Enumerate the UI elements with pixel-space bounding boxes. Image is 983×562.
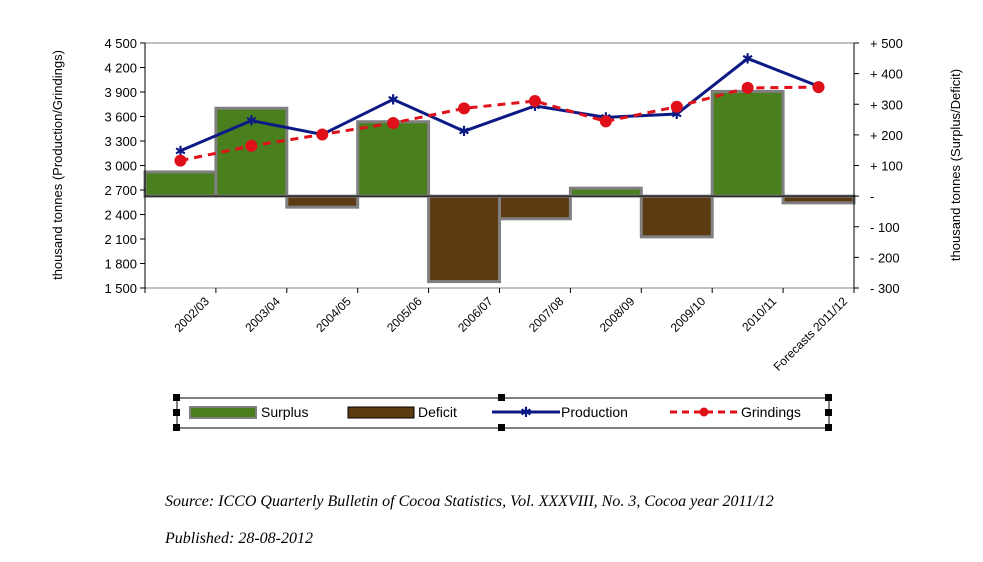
production-point: ✱ [175,143,187,159]
legend-handle[interactable] [498,394,505,401]
grindings-point [812,81,825,94]
legend-label-grindings: Grindings [741,404,801,420]
left-axis: 4 500 4 200 3 900 3 600 3 300 3 000 2 700 2 400… [104,36,146,296]
line-series: ✱✱✱✱✱✱✱✱✱✱ [174,51,825,167]
legend-label-surplus: Surplus [261,404,308,420]
right-tick-label: - 100 [870,220,900,235]
category-label: 2002/03 [171,294,212,335]
published-note: Published: 28-08-2012 [165,530,313,547]
grindings-point [458,102,471,115]
left-tick-label: 2 400 [104,208,137,223]
category-label: 2007/08 [526,294,567,335]
left-tick-label: 1 500 [104,281,137,296]
right-tick-label: + 300 [870,97,903,112]
right-tick-label: + 500 [870,36,903,51]
category-label: 2010/11 [739,294,779,334]
right-tick-label: - [870,189,874,204]
left-tick-label: 3 600 [104,110,137,125]
left-axis-title: thousand tonnes (Production/Grindings) [50,50,65,280]
legend-label-deficit: Deficit [418,404,457,420]
surplus-bar [143,170,218,198]
left-tick-label: 3 300 [104,134,137,149]
left-tick-label: 3 000 [104,159,137,174]
right-axis: + 500 + 400 + 300 + 200 + 100 - - 100 - 200 - 30… [853,36,903,296]
left-tick-label: 4 500 [104,36,137,51]
legend-handle[interactable] [173,409,180,416]
production-line [179,56,820,153]
legend-handle[interactable] [173,394,180,401]
legend-handle[interactable] [825,424,832,431]
grindings-point [528,94,541,107]
category-label: 2009/10 [668,294,709,335]
grindings-point [387,117,400,130]
right-tick-label: - 300 [870,281,900,296]
deficit-bar [427,194,502,284]
legend-handle[interactable] [825,409,832,416]
left-tick-label: 3 900 [104,85,137,100]
grindings-point [670,100,683,113]
legend: Surplus Deficit ✱ Production Grindings [173,394,832,431]
legend-handle[interactable] [498,424,505,431]
legend-handle[interactable] [173,424,180,431]
legend-marker-production: ✱ [520,404,532,420]
surplus-bar [710,89,785,198]
grindings-point [245,139,258,152]
right-tick-label: - 200 [870,250,900,265]
production-point: ✱ [387,91,399,107]
deficit-bar [639,194,714,239]
category-label: 2004/05 [313,294,354,335]
legend-handle[interactable] [825,394,832,401]
left-tick-label: 2 100 [104,232,137,247]
right-tick-label: + 200 [870,128,903,143]
right-tick-label: + 400 [870,67,903,82]
surplus-bar [568,186,643,198]
legend-label-production: Production [561,404,628,420]
category-label: 2008/09 [597,294,638,335]
deficit-bar [498,194,572,221]
deficit-bar [285,194,360,209]
production-point: ✱ [458,123,470,139]
grindings-point [599,115,612,128]
left-tick-label: 1 800 [104,257,137,272]
production-point: ✱ [742,51,754,67]
grindings-point [316,128,329,141]
source-note: Source: ICCO Quarterly Bulletin of Cocoa… [165,493,774,510]
grindings-point [174,154,187,167]
right-axis-title: thousand tonnes (Surplus/Deficit) [948,69,963,261]
left-tick-label: 2 700 [104,183,137,198]
surplus-bar [356,120,431,198]
legend-swatch-deficit [347,406,415,419]
grindings-point [741,81,754,94]
production-point: ✱ [671,106,683,122]
category-label: 2003/04 [242,294,283,335]
right-tick-label: + 100 [870,159,903,174]
production-point: ✱ [245,113,257,129]
category-label: 2005/06 [384,294,425,335]
category-label: 2006/07 [455,294,496,335]
legend-swatch-surplus [189,406,257,419]
deficit-bar [781,194,856,205]
category-label: Forecasts 2011/12 [771,294,851,374]
grindings-line [180,85,819,163]
legend-marker-grindings [699,407,709,417]
left-tick-label: 4 200 [104,61,137,76]
